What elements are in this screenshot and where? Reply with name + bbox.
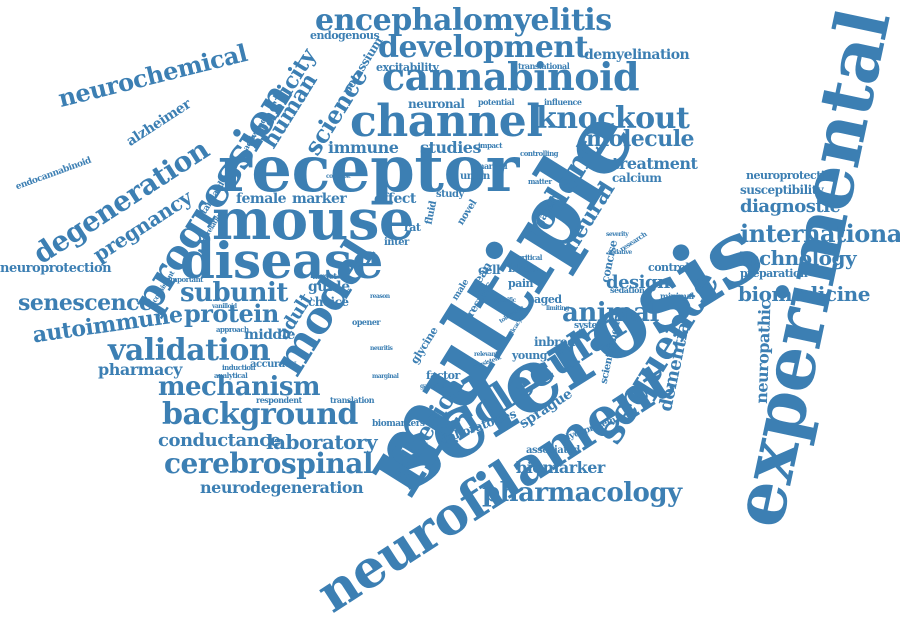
word: mouse xyxy=(212,187,414,253)
word: validation xyxy=(108,333,271,368)
word: disease xyxy=(180,231,383,290)
word: specific xyxy=(494,297,516,304)
word: pharmacy xyxy=(98,360,182,379)
word: biomarker xyxy=(516,458,605,477)
word: design xyxy=(606,272,670,293)
word: effect xyxy=(374,191,416,207)
word: preparation xyxy=(740,267,808,280)
word: protein xyxy=(184,299,279,328)
word: fluid xyxy=(423,200,440,226)
word: marginal xyxy=(372,373,399,380)
word: cannabinoid xyxy=(382,54,640,99)
word: demyelination xyxy=(584,47,690,63)
word: aged xyxy=(534,293,562,306)
word: susceptibility xyxy=(740,183,824,197)
word: neuropathic xyxy=(751,299,775,405)
word: calcium xyxy=(612,171,662,185)
word: encephalomyelitis xyxy=(315,3,612,38)
word: critical xyxy=(518,253,542,262)
word: young xyxy=(512,349,547,362)
word: inbred xyxy=(534,335,576,349)
word: channel xyxy=(350,96,543,147)
word: marked xyxy=(476,161,508,171)
word: female xyxy=(236,191,287,207)
word: technology xyxy=(738,246,857,270)
word: analytical xyxy=(214,371,248,380)
word: background xyxy=(162,397,358,432)
word: severity xyxy=(606,231,629,238)
word: accuracy xyxy=(250,359,296,370)
word: translation xyxy=(330,395,375,405)
word: induction xyxy=(222,363,256,372)
word: immune xyxy=(328,138,399,157)
word: system xyxy=(574,321,606,331)
word: excitability xyxy=(376,61,439,74)
word: sedative xyxy=(608,249,632,256)
word: marker xyxy=(292,191,347,207)
word: studies xyxy=(420,138,481,157)
word: endocannabinoid xyxy=(14,155,93,193)
word: translational xyxy=(518,61,570,71)
word: international xyxy=(740,219,900,248)
word: neurodegeneration xyxy=(200,478,364,497)
word: factor xyxy=(426,369,460,382)
word: impact xyxy=(478,141,503,150)
word: middle xyxy=(244,327,295,343)
word: molecule xyxy=(586,126,695,152)
word: neuroprotection xyxy=(0,261,112,276)
word: animal xyxy=(562,298,659,328)
word: inter xyxy=(384,237,409,248)
word: matter xyxy=(528,177,552,186)
word: approach xyxy=(216,325,249,334)
word: opener xyxy=(352,317,381,327)
word: neuritis xyxy=(370,345,393,352)
word: guide xyxy=(308,279,350,295)
word: biomedicine xyxy=(738,282,870,306)
word: controlling xyxy=(520,149,559,158)
word: treatment xyxy=(612,154,698,173)
word: neuronal xyxy=(408,97,465,111)
word: control xyxy=(648,261,689,274)
word: conductance xyxy=(158,430,281,451)
word: knockout xyxy=(536,101,690,136)
word: endogenous xyxy=(310,29,380,42)
word: cerebrospinal xyxy=(164,447,374,480)
word: laboratory xyxy=(266,430,378,454)
word: receptor xyxy=(218,132,519,207)
word: target xyxy=(312,271,337,281)
word: subunit xyxy=(180,278,288,308)
word: pharmacology xyxy=(482,478,682,508)
word: senescence xyxy=(18,290,153,316)
word: vanilloid xyxy=(212,303,237,310)
word: neurochemical xyxy=(55,38,250,113)
word: reason xyxy=(370,293,390,300)
word: associated xyxy=(526,445,580,456)
word: contrast xyxy=(326,173,351,180)
word: bkca xyxy=(508,261,538,275)
word: biomarkers xyxy=(372,419,425,429)
word: study xyxy=(436,189,464,200)
word: respondent xyxy=(256,395,302,405)
word: mechanism xyxy=(158,372,321,402)
word: potential xyxy=(478,97,515,107)
word: union xyxy=(460,171,490,182)
word: minimal xyxy=(660,291,694,301)
word: relevant xyxy=(474,351,498,358)
word: limiting xyxy=(546,305,569,312)
word: rat xyxy=(404,221,421,234)
word: ganglion xyxy=(420,383,446,390)
word: pain xyxy=(508,277,534,290)
word: development xyxy=(378,30,588,65)
word: important xyxy=(168,275,203,284)
word: neuroprotective xyxy=(746,169,837,182)
word: sedation xyxy=(610,285,645,295)
word: diagnostic xyxy=(740,196,841,217)
word: influence xyxy=(544,97,582,107)
word: cell xyxy=(478,263,501,277)
word: choice xyxy=(308,295,349,309)
